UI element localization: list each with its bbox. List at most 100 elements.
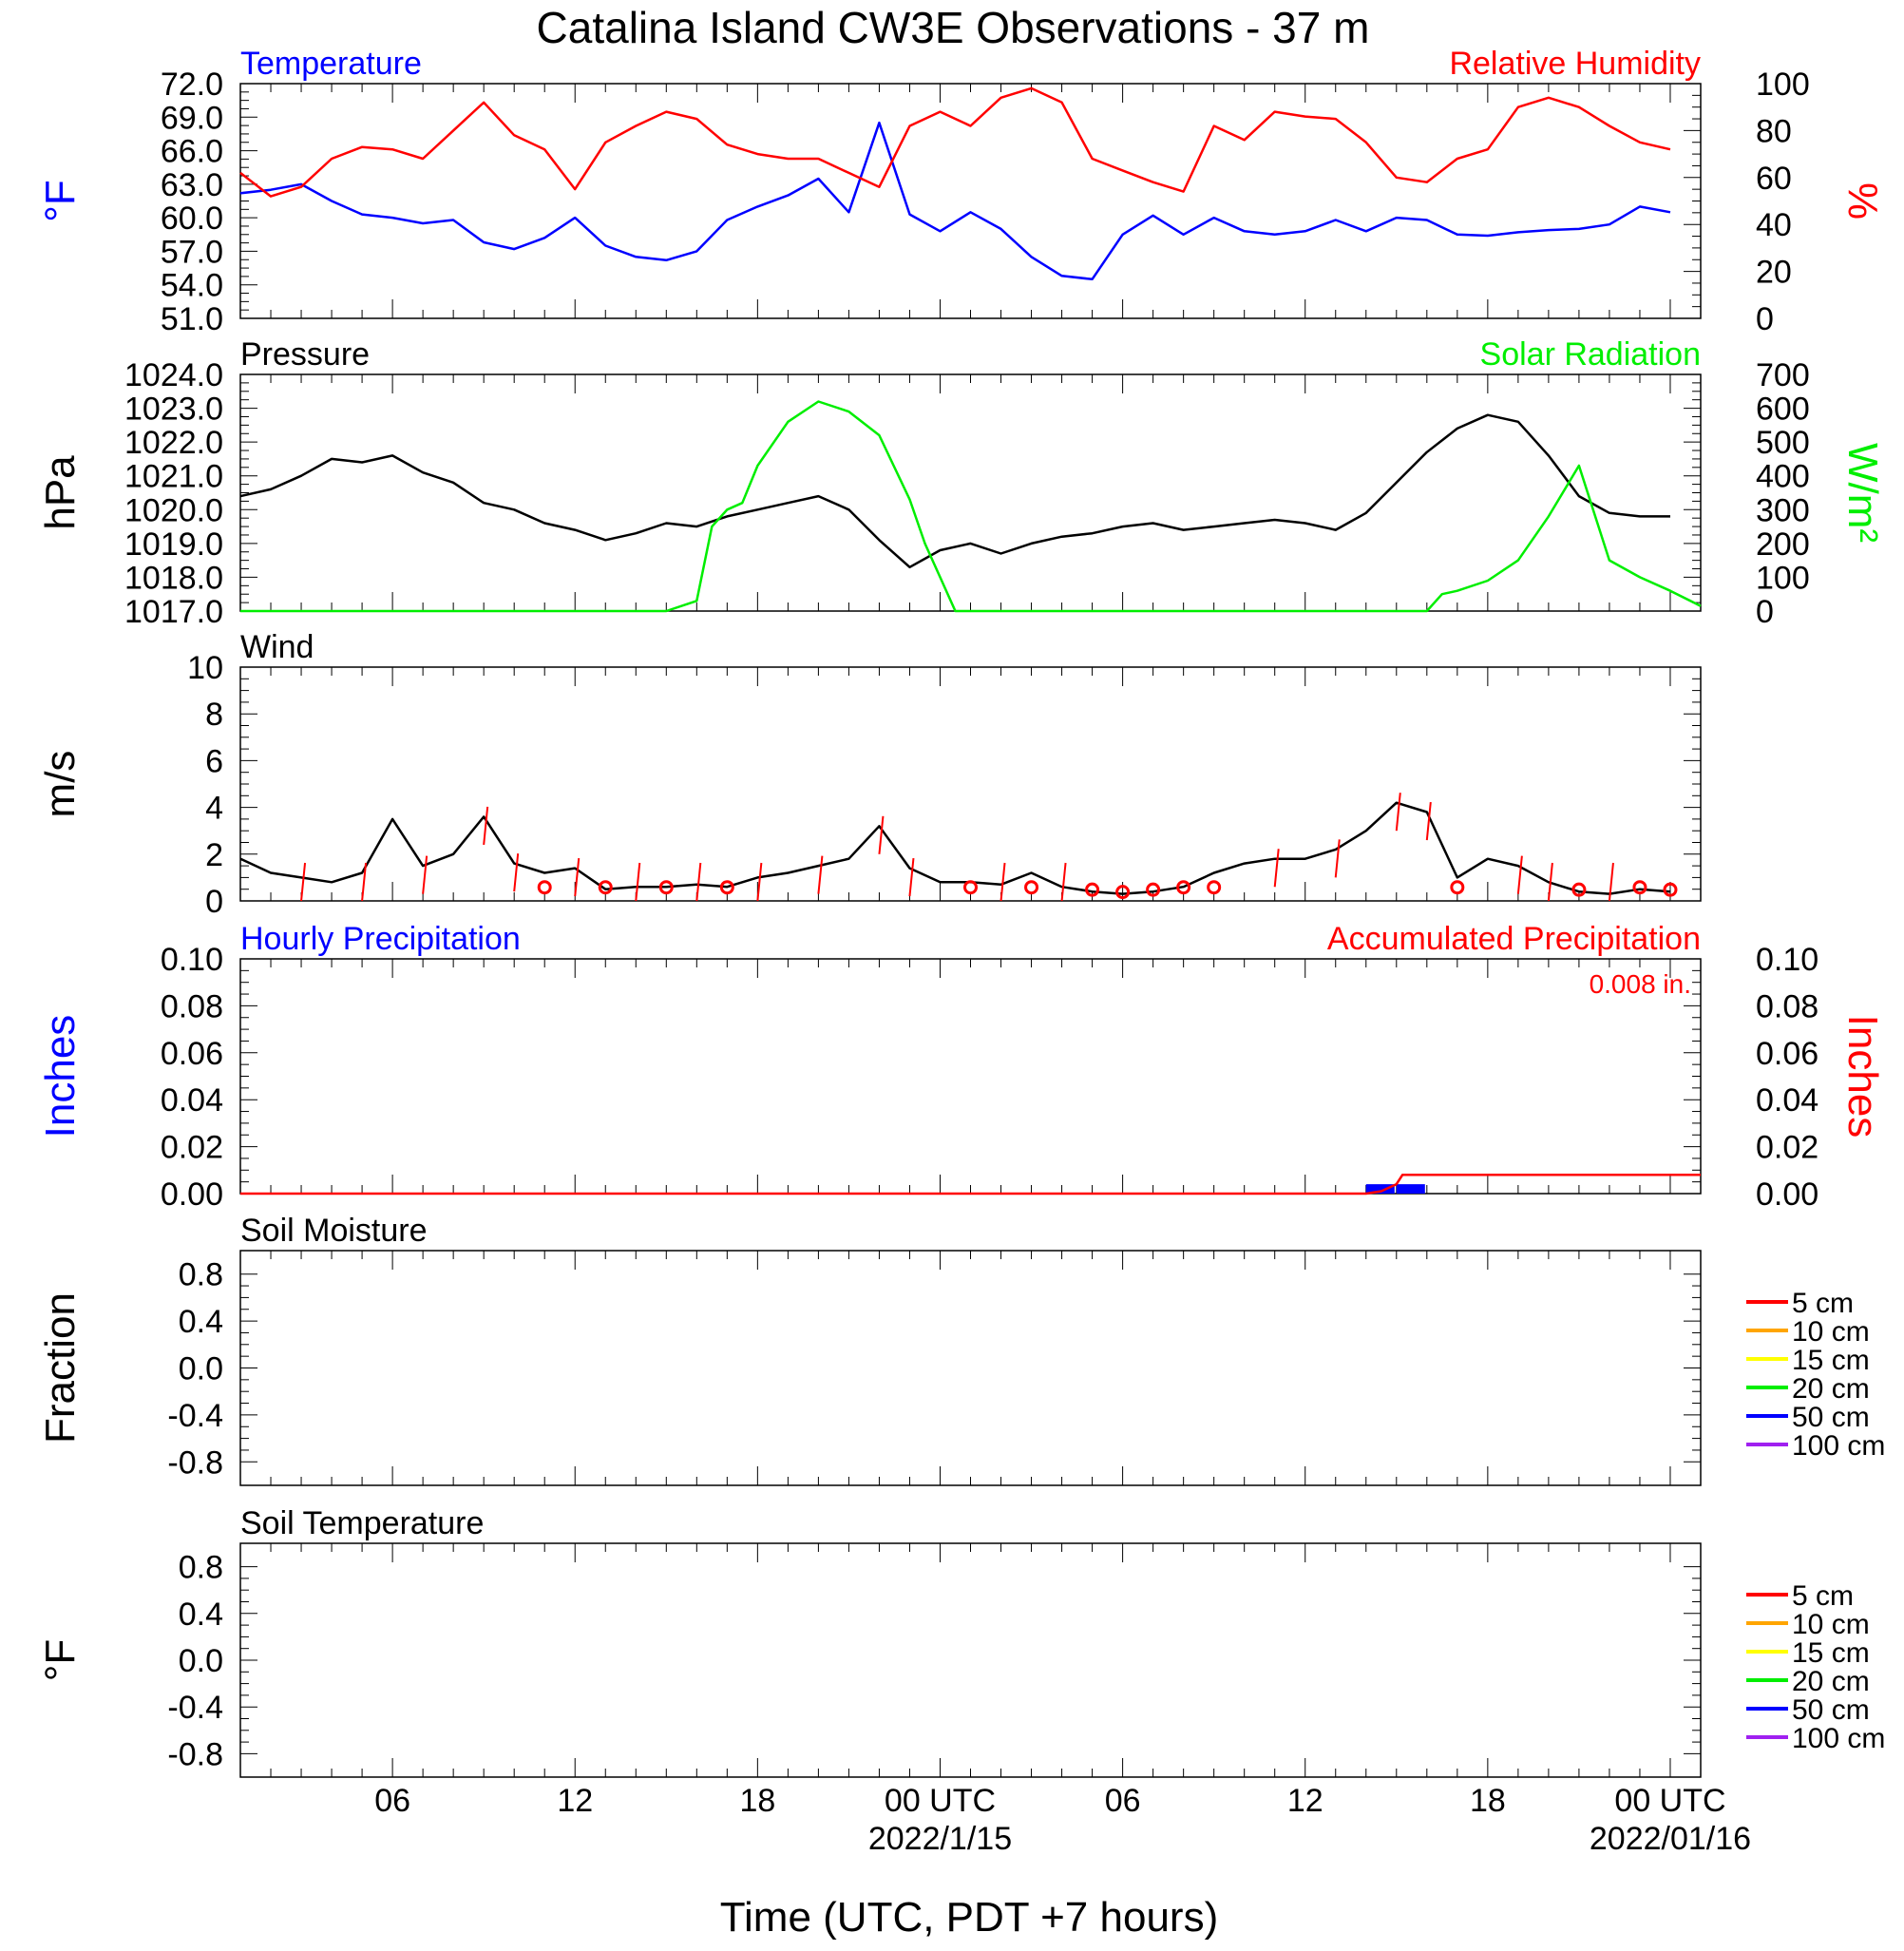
x-axis-label: Time (UTC, PDT +7 hours) [720,1894,1218,1941]
wind-barb [1425,801,1432,841]
y-tick-label-right: 200 [1756,526,1810,563]
panel-title-left: Soil Temperature [240,1505,484,1541]
calm-wind-marker [1024,880,1039,895]
x-tick-label: 12 [1287,1783,1323,1819]
x-tick-label: 06 [374,1783,410,1819]
y-tick-label-left: 51.0 [161,301,223,337]
y-axis-label-right: Inches [1839,1015,1886,1138]
y-tick-label-right: 0 [1756,301,1774,337]
wind-barb [878,815,885,854]
y-tick-label-left: 57.0 [161,234,223,270]
y-tick-label-right: 0.06 [1756,1036,1818,1072]
wind-barb [756,862,763,902]
y-axis-label-left: m/s [37,751,84,818]
wind-barb [1547,862,1553,902]
panel-frame [239,373,1702,612]
series-line-accumulated-precipitation [240,1173,1701,1195]
y-tick-label-left: 63.0 [161,167,223,203]
legend-label: 100 cm [1792,1723,1885,1754]
y-tick-label-left: -0.8 [167,1444,223,1481]
y-tick-label-left: 0.10 [161,942,223,978]
panel-3: 0.00 0.02 0.04 0.06 0.08 0.10 0.00 0.02 0.04 0.06… [37,921,1886,1213]
calm-wind-marker [1176,880,1191,895]
y-tick-label-left: 1019.0 [124,526,223,563]
panel-2: 0 2 4 6 8 10 Wind m/s [37,629,1702,920]
legend-label: 50 cm [1792,1694,1870,1726]
y-tick-label-left: 69.0 [161,100,223,136]
y-tick-label-left: 72.0 [161,67,223,103]
wind-barb [908,857,915,897]
y-tick-label-left: 4 [205,791,223,827]
calm-wind-marker [719,880,734,895]
wind-barb [1608,862,1614,902]
calm-wind-marker [1115,885,1131,900]
panel-title-right: Relative Humidity [1449,46,1701,82]
chart-title: Catalina Island CW3E Observations - 37 m [537,3,1370,52]
y-tick-label-left: -0.4 [167,1690,223,1726]
calm-wind-marker [1085,882,1100,897]
y-tick-label-left: 1020.0 [124,492,223,528]
y-tick-label-left: 1018.0 [124,560,223,596]
panel-title-left: Wind [240,629,314,665]
y-tick-label-left: 1023.0 [124,392,223,428]
series-line-solar-radiation [240,400,1702,613]
wind-barb [1060,862,1067,902]
y-tick-label-left: 1024.0 [124,357,223,393]
wind-barb [513,853,520,892]
y-tick-label-right: 600 [1756,392,1810,428]
y-tick-label-right: 300 [1756,492,1810,528]
y-tick-label-right: 0.00 [1756,1176,1818,1213]
wind-barb [1334,839,1341,878]
calm-wind-marker [963,880,978,895]
y-tick-label-left: 8 [205,697,223,733]
y-axis-label-left: Inches [37,1015,84,1138]
y-tick-label-left: 10 [187,650,223,686]
y-axis-label-left: °F [37,1639,84,1681]
x-tick-label: 12 [557,1783,593,1819]
y-tick-label-left: 54.0 [161,268,223,304]
panel-frame [239,83,1702,319]
x-tick-label: 00 UTC [885,1783,996,1819]
calm-wind-marker [1571,882,1587,897]
y-tick-label-right: 0.10 [1756,942,1818,978]
wind-barb [817,855,824,894]
calm-wind-marker [537,880,552,895]
y-tick-label-left: 0.8 [179,1550,223,1586]
legend-label: 100 cm [1792,1430,1885,1462]
wind-barb [1395,793,1401,832]
legend-label: 20 cm [1792,1666,1870,1697]
panel-frame [239,958,1702,1195]
x-tick-label: 00 UTC [1614,1783,1725,1819]
wind-barb [483,806,489,846]
legend-label: 50 cm [1792,1402,1870,1433]
x-tick-date-label: 2022/1/15 [868,1821,1012,1857]
y-tick-label-left: 2 [205,837,223,873]
wind-barb [300,862,307,902]
y-tick-label-left: 0.02 [161,1130,223,1166]
panel-title-left: Pressure [240,336,370,373]
y-tick-label-right: 80 [1756,113,1792,149]
precip-bar [1396,1184,1425,1194]
y-axis-label-left: hPa [37,455,84,530]
y-tick-label-right: 60 [1756,161,1792,197]
y-tick-label-left: 0.4 [179,1304,223,1340]
series-line-wind [239,801,1671,895]
wind-barb [695,862,702,902]
panel-1: 1017.01018.01019.01020.01021.01022.01023… [37,336,1886,630]
legend-label: 15 cm [1792,1637,1870,1669]
precip-bar [1365,1184,1395,1194]
y-tick-label-right: 100 [1756,560,1810,596]
panel-4: -0.8 -0.4 0.0 0.4 0.8 Soil Moisture Fraction 5 … [37,1213,1885,1486]
calm-wind-marker [1450,880,1465,895]
y-axis-label-right: W/m² [1839,443,1886,543]
y-tick-label-left: 0.00 [161,1176,223,1213]
series-line-temperature [239,121,1671,281]
y-tick-label-right: 700 [1756,357,1810,393]
y-tick-label-right: 400 [1756,459,1810,495]
x-tick-label: 18 [1470,1783,1506,1819]
wind-barb [574,857,581,897]
legend-label: 5 cm [1792,1288,1854,1319]
wind-barb [361,862,368,902]
